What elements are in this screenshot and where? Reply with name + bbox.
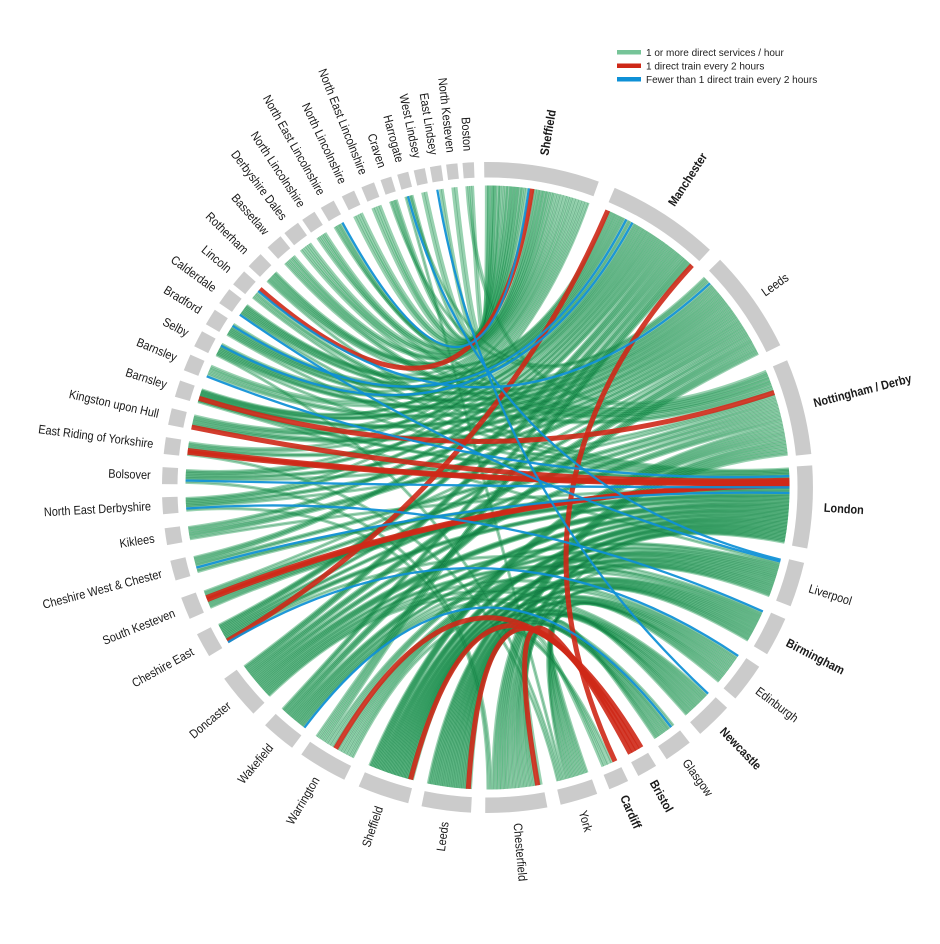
svg-text:Fewer than 1 direct train ever: Fewer than 1 direct train every 2 hours bbox=[646, 75, 817, 86]
svg-text:1 or more direct services / ho: 1 or more direct services / hour bbox=[646, 48, 784, 59]
svg-text:London: London bbox=[823, 501, 864, 517]
svg-text:1 direct train every 2 hours: 1 direct train every 2 hours bbox=[646, 62, 764, 73]
svg-text:Bolsover: Bolsover bbox=[108, 467, 151, 483]
svg-text:Kiklees: Kiklees bbox=[119, 532, 156, 551]
svg-text:Boston: Boston bbox=[458, 117, 474, 152]
svg-text:York: York bbox=[576, 809, 596, 834]
svg-text:Chesterfield: Chesterfield bbox=[511, 823, 530, 882]
svg-text:North East Derbyshire: North East Derbyshire bbox=[43, 499, 151, 519]
svg-text:Leeds: Leeds bbox=[434, 821, 452, 852]
